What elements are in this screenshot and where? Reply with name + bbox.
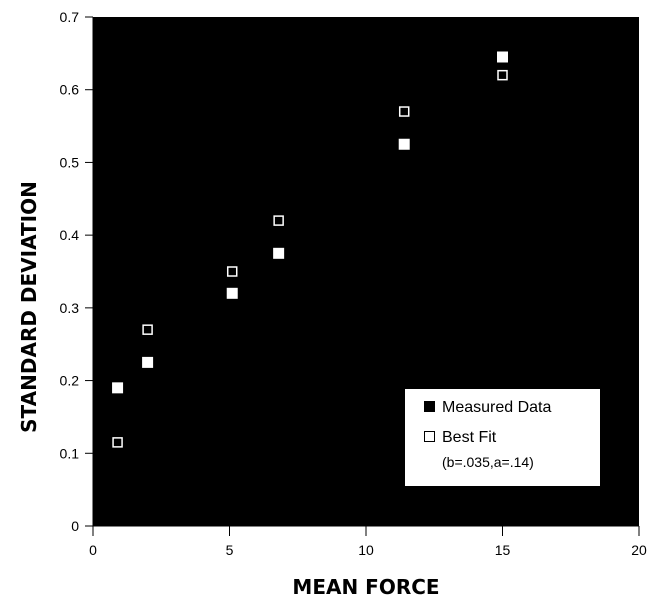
y-tick-label: 0.5 xyxy=(60,154,80,170)
legend: Measured Data Best Fit (b=.035,a=.14) xyxy=(405,389,600,486)
measured-data-point xyxy=(142,356,154,368)
data-points xyxy=(112,51,508,448)
x-tick-label: 15 xyxy=(495,542,511,558)
y-axis-title: STANDARD DEVIATION xyxy=(17,181,41,433)
measured-data-point xyxy=(112,382,124,394)
best-fit-point xyxy=(398,106,410,117)
measured-data-point xyxy=(497,51,508,63)
legend-measured-marker xyxy=(424,401,435,412)
legend-measured-label: Measured Data xyxy=(442,399,551,416)
best-fit-point xyxy=(273,215,284,226)
x-tick-label: 20 xyxy=(631,542,647,558)
measured-data-point xyxy=(398,138,410,150)
y-tick-label: 0 xyxy=(71,518,79,534)
x-axis-title: MEAN FORCE xyxy=(292,575,439,599)
x-tick-label: 0 xyxy=(89,542,97,558)
x-axis: 0 5 10 15 20 xyxy=(89,525,647,558)
legend-fit-params: (b=.035,a=.14) xyxy=(442,454,534,470)
best-fit-point xyxy=(142,324,153,335)
y-tick-label: 0.2 xyxy=(60,373,80,389)
x-tick-label: 5 xyxy=(226,542,234,558)
best-fit-point xyxy=(497,69,508,81)
y-tick-label: 0.3 xyxy=(60,300,80,316)
best-fit-point xyxy=(226,266,238,277)
legend-box xyxy=(405,389,600,486)
best-fit-point xyxy=(112,437,123,448)
measured-data-point xyxy=(273,247,285,259)
y-tick-label: 0.4 xyxy=(60,227,80,243)
y-tick-label: 0.6 xyxy=(60,82,80,98)
legend-bestfit-marker xyxy=(424,431,435,442)
measured-data-point xyxy=(226,287,238,299)
legend-bestfit-label: Best Fit xyxy=(442,429,497,446)
y-tick-label: 0.7 xyxy=(60,9,80,25)
x-tick-label: 10 xyxy=(358,542,374,558)
y-axis: 0 0.1 0.2 0.3 0.4 0.5 0.6 0.7 xyxy=(60,9,94,534)
y-tick-label: 0.1 xyxy=(60,445,80,461)
